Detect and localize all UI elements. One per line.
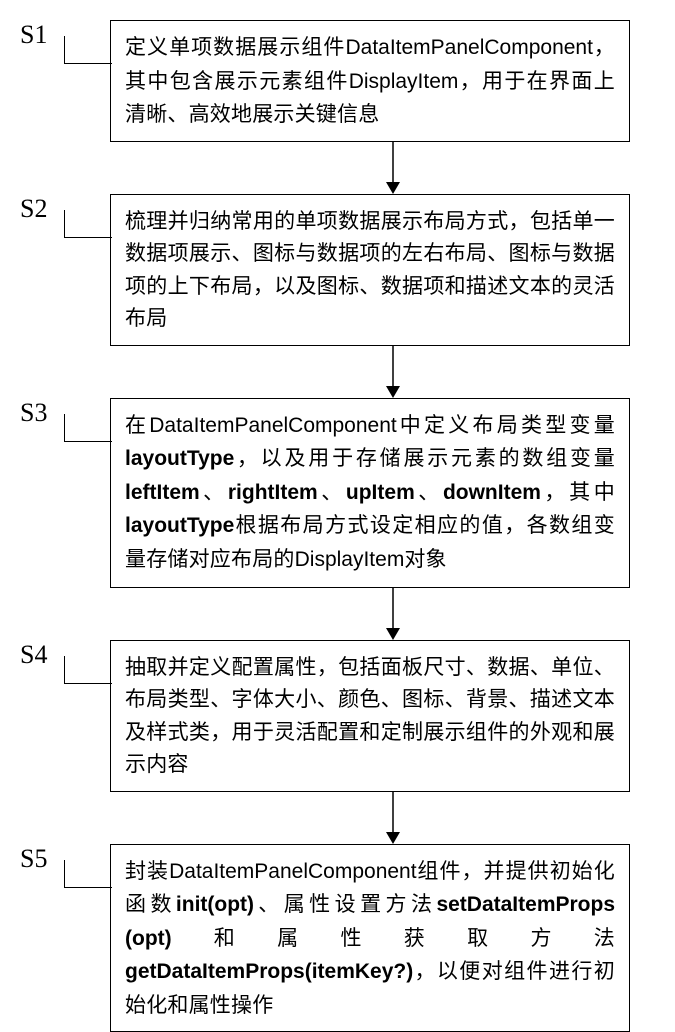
step-label: S2 [20, 194, 47, 224]
callout-line-icon [64, 656, 112, 684]
callout-line-icon [64, 860, 112, 888]
arrow-down-icon [378, 588, 408, 640]
code-identifier: layoutType [125, 447, 234, 470]
flow-step-s1: S1 定义单项数据展示组件DataItemPanelComponent，其中包含展… [0, 20, 675, 142]
arrow-connector [0, 142, 675, 194]
arrow-connector [0, 588, 675, 640]
arrow-down-icon [378, 142, 408, 194]
flow-step-box: 定义单项数据展示组件DataItemPanelComponent，其中包含展示元… [110, 20, 630, 142]
code-identifier: DisplayItem [349, 70, 459, 93]
flow-step-s5: S5 封装DataItemPanelComponent组件，并提供初始化函数ini… [0, 844, 675, 1032]
step-label: S3 [20, 398, 47, 428]
step-label: S4 [20, 640, 47, 670]
code-identifier: DataItemPanelComponent [345, 36, 592, 59]
code-identifier: getDataItemProps(itemKey?) [125, 960, 413, 983]
callout-line-icon [64, 36, 112, 64]
code-identifier: DataItemPanelComponent [149, 414, 396, 437]
arrow-down-icon [378, 792, 408, 844]
arrow-connector [0, 792, 675, 844]
code-identifier: rightItem [228, 481, 318, 504]
text-segment: 封装 [125, 859, 169, 883]
arrow-connector [0, 346, 675, 398]
flowchart-root: S1 定义单项数据展示组件DataItemPanelComponent，其中包含展… [0, 20, 675, 1032]
code-identifier: downItem [443, 481, 541, 504]
text-segment: 在 [125, 413, 149, 437]
flow-step-box: 在DataItemPanelComponent中定义布局类型变量 layoutTy… [110, 398, 630, 588]
text-segment: 定义单项数据展示组件 [125, 35, 345, 59]
text-segment: 和属性获取方法 [172, 926, 615, 950]
flow-step-s3: S3 在DataItemPanelComponent中定义布局类型变量 layout… [0, 398, 675, 588]
text-segment: 抽取并定义配置属性，包括面板尺寸、数据、单位、布局类型、字体大小、颜色、图标、背… [125, 655, 615, 777]
flow-step-box: 抽取并定义配置属性，包括面板尺寸、数据、单位、布局类型、字体大小、颜色、图标、背… [110, 640, 630, 792]
text-segment: 对象 [404, 547, 446, 571]
step-label: S5 [20, 844, 47, 874]
flow-step-s2: S2 梳理并归纳常用的单项数据展示布局方式，包括单一数据项展示、图标与数据项的左右… [0, 194, 675, 346]
flow-step-s4: S4 抽取并定义配置属性，包括面板尺寸、数据、单位、布局类型、字体大小、颜色、图标… [0, 640, 675, 792]
arrow-down-icon [378, 346, 408, 398]
code-identifier: layoutType [125, 514, 234, 537]
code-identifier: init(opt) [176, 893, 254, 916]
code-identifier: DisplayItem [295, 548, 405, 571]
flow-step-box: 封装DataItemPanelComponent组件，并提供初始化函数init(… [110, 844, 630, 1032]
text-segment: 、 [318, 480, 346, 504]
text-segment: ，其中 [541, 480, 615, 504]
text-segment: 中定义布局类型变量 [397, 413, 615, 437]
text-segment: 、属性设置方法 [254, 892, 436, 916]
text-segment: ，以及用于存储展示元素的数组变量 [234, 446, 615, 470]
text-segment: 梳理并归纳常用的单项数据展示布局方式，包括单一数据项展示、图标与数据项的左右布局… [125, 209, 615, 331]
text-segment: 、 [415, 480, 443, 504]
text-segment: 、 [200, 480, 228, 504]
code-identifier: DataItemPanelComponent [169, 860, 416, 883]
callout-line-icon [64, 414, 112, 442]
callout-line-icon [64, 210, 112, 238]
flow-step-box: 梳理并归纳常用的单项数据展示布局方式，包括单一数据项展示、图标与数据项的左右布局… [110, 194, 630, 346]
code-identifier: upItem [346, 481, 415, 504]
step-label: S1 [20, 20, 47, 50]
code-identifier: leftItem [125, 481, 200, 504]
